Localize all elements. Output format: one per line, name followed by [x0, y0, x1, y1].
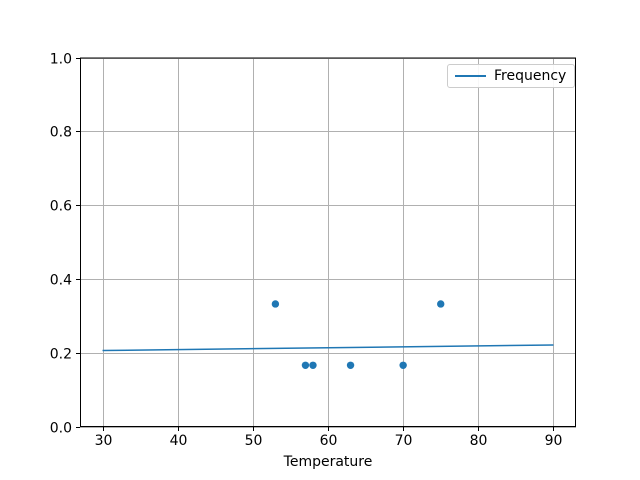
y-tick-label: 0.0	[50, 421, 72, 437]
x-tick-label: 60	[320, 433, 338, 449]
x-tick-label: 90	[545, 433, 563, 449]
y-tick-label: 0.6	[50, 199, 72, 215]
legend-line-sample	[455, 75, 486, 77]
x-tick-label: 50	[245, 433, 263, 449]
data-point	[271, 300, 280, 308]
x-tick-label: 80	[470, 433, 488, 449]
data-point	[309, 361, 317, 369]
y-tick-label: 1.0	[50, 52, 72, 68]
x-tick-label: 30	[95, 433, 113, 449]
legend: Frequency	[447, 64, 576, 88]
x-tick-label: 70	[395, 433, 413, 449]
legend-label: Frequency	[494, 68, 567, 84]
plot-border	[80, 57, 576, 427]
x-axis-title: Temperature	[283, 454, 373, 470]
y-tick-label: 0.2	[50, 347, 72, 363]
y-tick-label: 0.8	[50, 125, 72, 141]
data-point	[437, 300, 445, 308]
data-point	[399, 361, 407, 369]
y-tick-label: 0.4	[50, 273, 72, 289]
data-point	[301, 361, 310, 369]
data-point	[346, 361, 355, 369]
regression-line	[102, 344, 554, 352]
x-tick-label: 40	[170, 433, 188, 449]
